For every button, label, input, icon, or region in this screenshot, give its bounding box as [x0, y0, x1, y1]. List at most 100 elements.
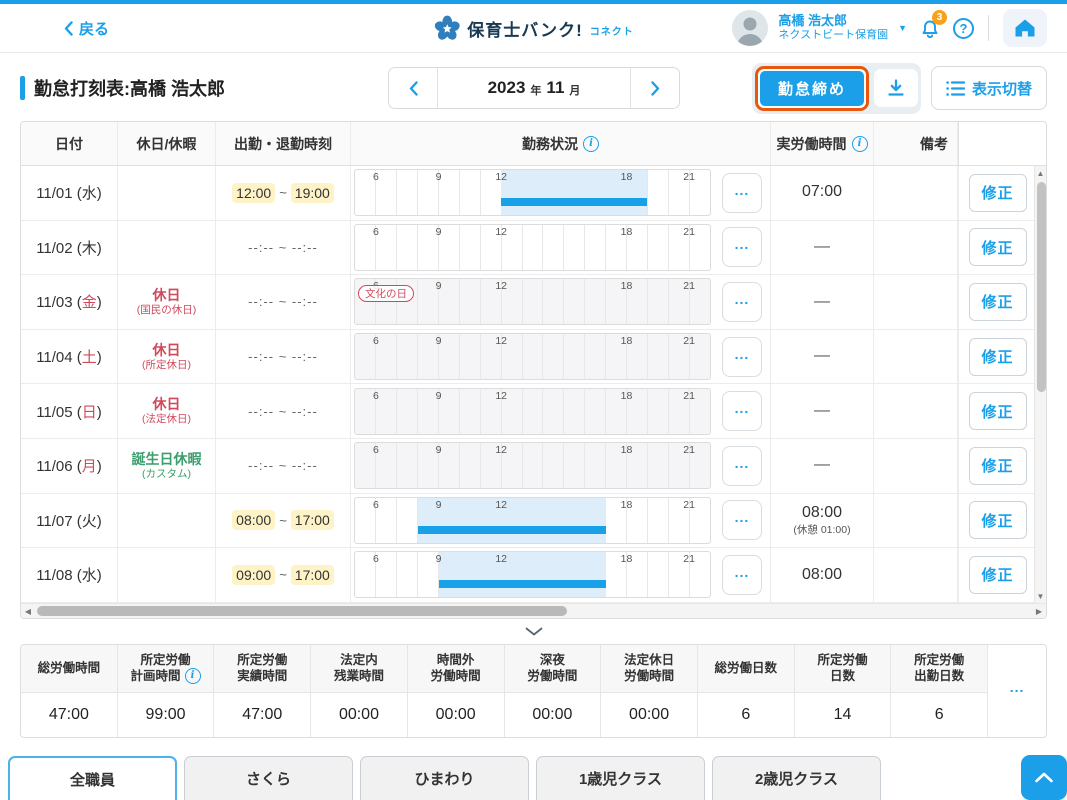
clock-out-value[interactable]: 17:00 — [290, 564, 334, 585]
month-unit: 月 — [569, 84, 581, 97]
summary-value: 47:00 — [242, 706, 283, 723]
scroll-down-arrow[interactable]: ▼ — [1036, 591, 1045, 601]
clock-in-value[interactable]: 12:00 — [232, 182, 276, 203]
scroll-to-top-button[interactable] — [1021, 755, 1067, 800]
timeline-hour-label: 6 — [372, 225, 379, 238]
times-separator: ~ — [279, 567, 287, 583]
row-more-button[interactable]: ... — [722, 227, 762, 268]
home-button[interactable] — [1003, 9, 1047, 47]
row-more-button[interactable]: ... — [722, 336, 762, 377]
prev-month-button[interactable] — [389, 68, 437, 108]
timeline-hour-cell — [648, 388, 670, 434]
note-cell — [874, 329, 958, 384]
tab-さくら[interactable]: さくら — [184, 756, 353, 800]
vertical-scroll-track[interactable] — [1035, 180, 1046, 589]
timeline-hour-cell — [606, 334, 628, 380]
work-timeline: 6 9 12 18 21 — [354, 496, 711, 544]
timeline-hour-cell — [606, 552, 628, 598]
timeline-hour-label: 18 — [620, 389, 633, 402]
timeline-hour-label: 18 — [620, 225, 633, 238]
row-more-button[interactable]: ... — [722, 172, 762, 213]
tab-2歳児クラス[interactable]: 2歳児クラス — [712, 756, 881, 800]
summary-value: 99:00 — [145, 706, 186, 723]
user-menu-caret-icon[interactable]: ▼ — [898, 23, 907, 33]
edit-button[interactable]: 修正 — [968, 282, 1027, 321]
row-more-button[interactable]: ... — [722, 445, 762, 486]
sakura-logo-icon — [434, 15, 460, 40]
summary-column: 時間外 労働時間 00:00 — [407, 645, 505, 737]
scroll-left-arrow[interactable]: ◀ — [24, 606, 32, 616]
edit-button[interactable]: 修正 — [968, 337, 1027, 376]
vertical-scroll-thumb[interactable] — [1036, 182, 1046, 392]
vertical-scrollbar[interactable]: ▲ ▼ — [1034, 166, 1046, 603]
tab-ひまわり[interactable]: ひまわり — [360, 756, 529, 800]
timeline-hour-label: 6 — [372, 389, 379, 402]
help-button[interactable]: ? — [953, 17, 974, 39]
next-month-button[interactable] — [631, 68, 679, 108]
edit-button[interactable]: 修正 — [968, 228, 1027, 267]
timeline-hour-label: 6 — [372, 553, 379, 566]
timeline-hour-cell — [355, 170, 376, 216]
back-button[interactable]: 戻る — [64, 18, 109, 39]
row-more-button[interactable]: ... — [722, 500, 762, 541]
collapse-summary-button[interactable] — [0, 621, 1067, 641]
timeline-hour-cell — [502, 443, 523, 489]
edit-button[interactable]: 修正 — [968, 392, 1027, 431]
status-info-icon[interactable]: i — [583, 135, 599, 152]
tab-1歳児クラス[interactable]: 1歳児クラス — [536, 756, 705, 800]
notification-bell-button[interactable]: 3 — [917, 10, 947, 41]
attendance-table: 日付 休日/休暇 出勤・退勤時刻 勤務状況 i 実労働時間 i 備考 11/01… — [20, 121, 1047, 619]
clock-in-value[interactable]: 08:00 — [232, 510, 276, 531]
display-switch-button[interactable]: 表示切替 — [930, 66, 1047, 110]
horizontal-scrollbar[interactable]: ◀ ▶ — [21, 603, 1046, 618]
summary-header-text: 労働時間 — [430, 668, 481, 683]
scroll-right-arrow[interactable]: ▶ — [1035, 606, 1043, 616]
row-more-button[interactable]: ... — [722, 281, 762, 322]
work-status-inner: 6 9 12 18 21... — [351, 223, 770, 271]
actual-hours-cell: 07:00 — [771, 166, 874, 220]
clock-out-value[interactable]: 19:00 — [290, 182, 334, 203]
timeline-hour-cell — [418, 552, 439, 598]
summary-info-icon[interactable]: i — [184, 668, 201, 685]
clock-out-value[interactable]: 17:00 — [290, 510, 334, 531]
holiday-label: 休日 — [152, 287, 181, 304]
clock-times-cell: --:-- ~ --:-- — [216, 384, 351, 438]
summary-header: 法定内 残業時間 — [311, 645, 407, 693]
edit-button[interactable]: 修正 — [968, 173, 1027, 212]
user-info[interactable]: 高橋 浩太郎 ネクストビート保育園 — [778, 13, 888, 43]
summary-more-button[interactable]: ... — [1009, 679, 1025, 695]
table-row: 11/07 (火) 08:00 ~17:00 6 9 12 18 21... 08:00 (休憩 … — [21, 493, 1046, 549]
empty-times: --:-- ~ --:-- — [248, 294, 318, 310]
tab-全職員[interactable]: 全職員 — [8, 756, 177, 800]
edit-button[interactable]: 修正 — [968, 446, 1027, 485]
row-more-button[interactable]: ... — [722, 554, 762, 595]
topbar-divider — [988, 15, 989, 41]
row-more-button[interactable]: ... — [722, 391, 762, 432]
work-timeline: 6 9 12 18 21 — [354, 387, 711, 435]
clock-in-value[interactable]: 09:00 — [232, 564, 276, 585]
edit-cell: 修正 — [958, 548, 1036, 602]
actual-hours-box: — — [814, 292, 830, 313]
edit-button[interactable]: 修正 — [968, 501, 1027, 540]
header-actual-label: 実労働時間 — [776, 135, 847, 152]
holiday-label-box: 休日 (所定休日) — [142, 341, 191, 373]
actual-info-icon[interactable]: i — [851, 135, 868, 152]
horizontal-scroll-track[interactable] — [35, 604, 1032, 618]
worked-time-bar — [438, 580, 606, 589]
clock-times-cell: --:-- ~ --:-- — [216, 220, 351, 275]
timeline-hour-label: 12 — [495, 280, 508, 293]
edit-button[interactable]: 修正 — [968, 555, 1027, 594]
actual-hours-box: — — [814, 237, 830, 258]
edit-cell: 修正 — [958, 329, 1036, 384]
avatar[interactable] — [732, 10, 769, 46]
timeline-hour-label: 9 — [435, 225, 442, 238]
scroll-up-arrow[interactable]: ▲ — [1036, 168, 1045, 178]
horizontal-scroll-thumb[interactable] — [37, 606, 567, 616]
attendance-close-button[interactable]: 勤怠締め — [759, 70, 864, 106]
summary-header-text: 法定内 — [340, 652, 378, 667]
clock-times-cell: 12:00 ~19:00 — [216, 166, 351, 220]
date-label: 11/02 (木) — [36, 239, 102, 257]
download-button[interactable] — [873, 69, 918, 107]
actual-hours-cell: — — [771, 438, 874, 493]
summary-header-text: 所定労働 — [140, 652, 191, 667]
